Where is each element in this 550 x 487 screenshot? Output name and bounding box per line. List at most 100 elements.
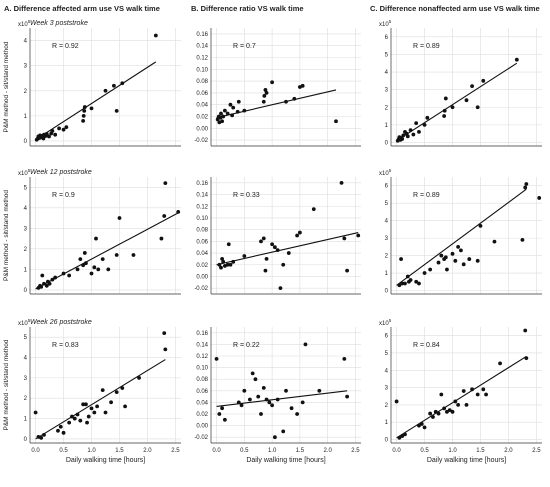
data-point [428,411,433,416]
data-point [436,411,441,416]
data-point [96,267,101,272]
data-point [356,233,361,238]
data-point [300,400,305,405]
data-point [470,387,474,392]
r-value-label: R = 0.89 [413,192,440,199]
data-point [259,239,263,244]
data-point [242,108,247,113]
y-tick-label: 0 [24,139,28,145]
data-point [422,271,427,275]
y-tick-label: 0.00 [196,424,208,430]
y-tick-label: 3 [385,386,389,392]
data-point [95,404,100,409]
data-point [111,83,116,88]
y-tick-label: 1 [385,420,389,426]
data-point [442,114,447,118]
x-axis-label: Daily walking time [hours] [427,457,506,464]
y-tick-label: 0.02 [196,412,208,418]
data-point [537,196,542,200]
r-value-label: R = 0.22 [233,342,260,349]
y-tick-label: -0.02 [194,435,208,441]
panel-c-week26: 0 1 2 3 4 5 6 0.0 0.5 1.0 1.5 2.0 2.5 x105 R = 0.84 Dai… [379,318,542,464]
data-point [523,328,528,333]
x-axis-label: Daily walking time [hours] [66,457,145,464]
y-tick-label: 0.10 [196,67,208,73]
data-point [281,429,286,434]
y-tick-label: 2 [24,396,28,402]
data-point [445,409,449,414]
x-tick-label: 1.0 [87,448,96,454]
y-tick-label: 0.00 [196,274,208,280]
data-point [428,267,433,272]
x-tick-label: 0.5 [420,448,429,454]
data-point [81,263,86,268]
data-point [400,137,405,141]
panel-a-week3: 0 1 2 3 4 x105 R = 0.92 P&M method - sit/stand … [3,19,181,147]
data-point [295,233,300,238]
x-tick-label: 0.5 [240,448,249,454]
data-point [524,356,529,361]
y-tick-label: 0.04 [196,103,208,109]
data-point [264,91,269,95]
data-point [417,423,421,428]
data-point [219,111,223,116]
data-point [339,180,344,185]
x-tick-label: 2.5 [351,448,360,454]
data-point [311,207,316,212]
y-tick-label: 4 [385,219,389,225]
x-tick-label: 1.0 [448,448,457,454]
data-point [109,400,113,405]
x-tick-label: 2.0 [143,448,152,454]
data-point [414,121,419,126]
data-point [120,386,125,390]
data-point [61,127,66,132]
y-tick-label: 1 [24,417,28,423]
y-tick-label: 0.08 [196,79,208,85]
data-point [228,102,233,107]
y-tick-label: 0.04 [196,251,208,257]
data-point [450,409,455,414]
data-point [230,113,235,118]
x-tick-label: 2.0 [504,448,513,454]
data-point [478,223,483,228]
y-multiplier-label: x105 [379,318,392,327]
data-point [222,108,227,113]
data-point [400,434,405,438]
data-point [443,255,448,260]
data-point [342,357,347,361]
r-value-label: R = 0.9 [52,192,75,199]
data-point [275,397,280,402]
data-point [289,406,294,411]
data-point [220,119,225,124]
data-point [259,412,263,416]
data-point [231,105,236,110]
y-tick-label: 1 [385,271,389,277]
data-point [250,371,255,376]
data-point [86,414,91,419]
data-point [481,78,486,83]
data-point [236,99,241,104]
y-tick-label: 5 [385,52,389,58]
data-point [42,281,46,286]
y-tick-label: 2 [385,254,389,260]
data-point [100,257,105,262]
data-point [524,182,529,186]
data-point [92,410,97,415]
data-point [242,254,247,258]
data-point [445,267,449,272]
data-point [40,273,45,278]
data-point [498,361,502,366]
y-tick-label: 3 [385,236,389,242]
data-point [81,402,86,407]
data-point [286,251,291,255]
data-point [481,387,486,392]
data-point [414,279,419,284]
data-point [342,236,347,241]
y-tick-label: 0 [24,288,28,294]
data-point [475,258,480,263]
data-point [56,428,60,433]
data-point [221,259,226,264]
y-tick-label: 0.14 [196,44,208,50]
data-point [461,262,466,267]
column-title-c: C. Difference nonaffected arm use VS wal… [370,4,540,13]
